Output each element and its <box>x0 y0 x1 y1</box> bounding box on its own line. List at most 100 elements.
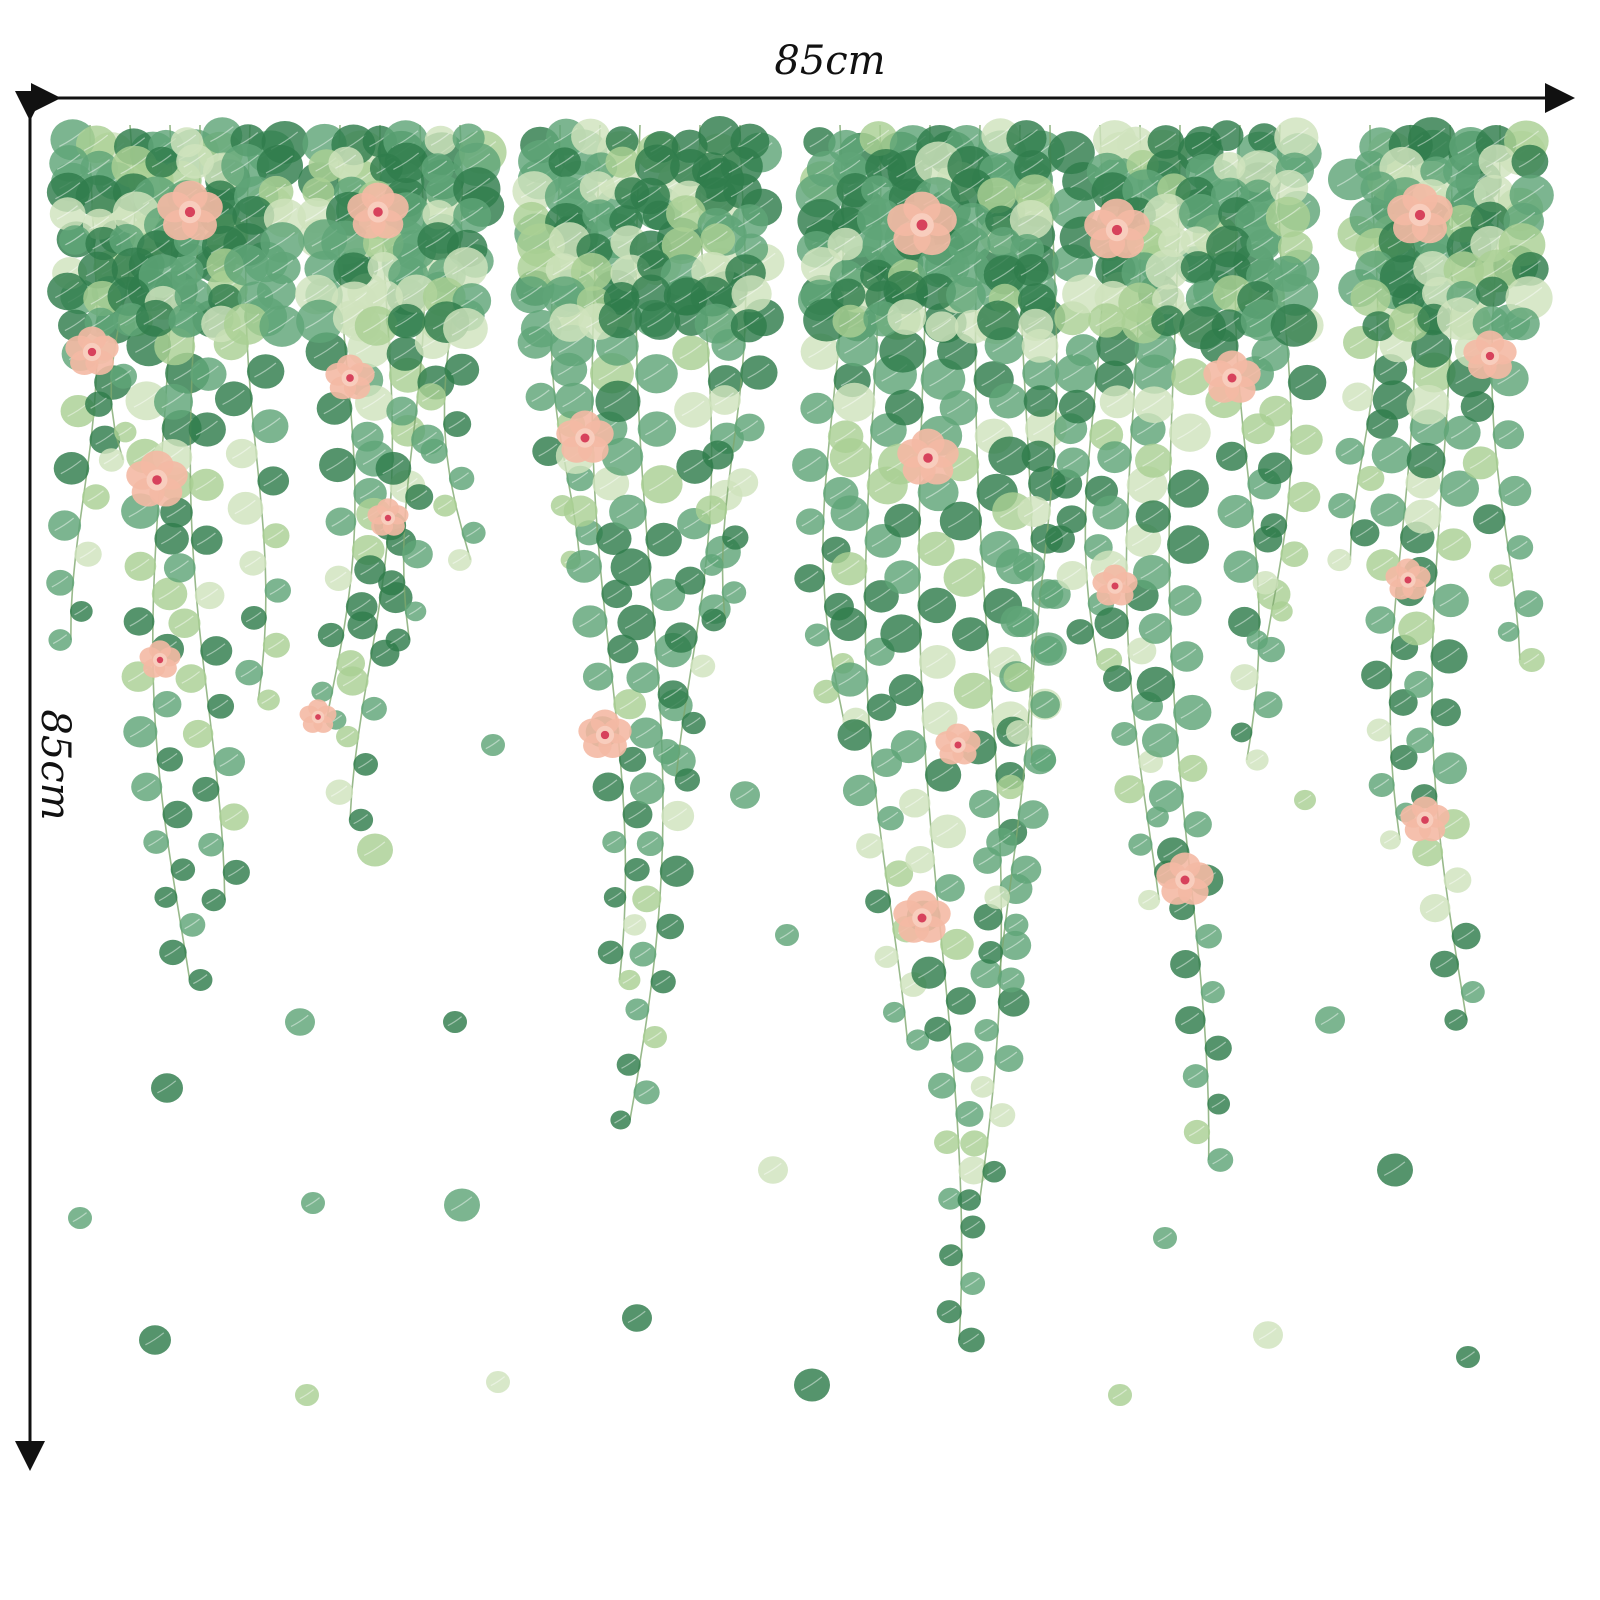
leaf-icon <box>525 382 557 411</box>
leaf-icon <box>939 390 978 426</box>
flower-icon <box>1463 330 1517 379</box>
leaf-icon <box>170 858 196 881</box>
leaf-icon <box>610 548 652 587</box>
leaf-icon <box>610 1110 631 1130</box>
leaf-icon <box>877 805 904 831</box>
leaf-icon <box>53 451 90 485</box>
leaf-icon <box>613 689 647 720</box>
leaf-icon <box>311 681 334 702</box>
leaf-icon <box>1058 389 1096 424</box>
leaf-icon <box>1022 356 1060 391</box>
leaf-icon <box>1398 611 1435 646</box>
fallen-leaf-icon <box>444 1188 480 1222</box>
leaf-icon <box>1228 606 1261 637</box>
leaf-icon <box>1492 420 1525 450</box>
fallen-leaf-icon <box>486 1370 510 1394</box>
leaf-icon <box>1167 469 1209 508</box>
leaf-icon <box>453 198 492 234</box>
leaf-icon <box>1412 837 1444 867</box>
leaf-icon <box>997 774 1024 800</box>
leaf-icon <box>1518 648 1545 672</box>
leaf-icon <box>1152 284 1185 315</box>
leaf-icon <box>970 959 1003 989</box>
leaf-icon <box>1009 200 1053 240</box>
flower-icon <box>1156 852 1214 905</box>
leaf-icon <box>1183 811 1212 838</box>
leaf-icon <box>884 860 914 887</box>
leaf-icon <box>256 273 297 310</box>
leaf-icon <box>1435 528 1472 561</box>
leaf-icon <box>1088 303 1126 338</box>
leaf-icon <box>887 299 927 336</box>
leaf-icon <box>1195 923 1222 949</box>
leaf-icon <box>645 522 682 557</box>
leaf-icon <box>837 719 872 751</box>
leaf-icon <box>978 941 1004 964</box>
leaf-icon <box>830 495 870 532</box>
leaf-icon <box>48 629 72 651</box>
leaf-icon <box>190 525 223 555</box>
leaf-icon <box>659 855 694 887</box>
leaf-icon <box>982 1160 1006 1183</box>
leaf-icon <box>657 680 689 709</box>
leaf-icon <box>59 225 92 255</box>
leaf-icon <box>974 1018 1000 1042</box>
leaf-icon <box>955 1101 984 1127</box>
leaf-icon <box>1478 144 1516 179</box>
flower-icon <box>1387 183 1453 244</box>
fallen-leaf-icon <box>295 1383 319 1407</box>
leaf-icon <box>1246 228 1281 261</box>
leaf-icon <box>49 197 86 231</box>
leaf-icon <box>152 690 182 718</box>
leaf-icon <box>997 987 1030 1017</box>
leaf-icon <box>1127 637 1157 665</box>
leaf-icon <box>730 309 767 343</box>
leaf-icon <box>1406 384 1450 425</box>
leaf-icon <box>1056 505 1087 534</box>
leaf-icon <box>354 555 386 585</box>
leaf-icon <box>1210 120 1244 152</box>
leaf-icon <box>1404 670 1434 698</box>
leaf-icon <box>603 886 627 908</box>
leaf-icon <box>572 605 608 638</box>
leaf-icon <box>246 354 285 389</box>
leaf-icon <box>1065 334 1101 367</box>
leaf-icon <box>1280 541 1309 568</box>
leaf-icon <box>1170 641 1204 672</box>
leaf-icon <box>804 623 830 647</box>
leaf-icon <box>425 175 462 209</box>
leaf-icon <box>213 747 246 777</box>
leaf-icon <box>443 307 488 350</box>
leaf-icon <box>582 662 614 691</box>
leaf-icon <box>387 303 426 339</box>
leaf-icon <box>262 632 290 658</box>
leaf-icon <box>1430 639 1468 674</box>
leaf-icon <box>123 607 155 636</box>
leaf-icon <box>1511 144 1549 179</box>
leaf-icon <box>1204 1035 1232 1061</box>
leaf-icon <box>731 275 772 313</box>
leaf-icon <box>986 827 1018 857</box>
leaf-icon <box>114 421 137 443</box>
leaf-icon <box>354 306 398 346</box>
leaf-icon <box>1436 297 1484 341</box>
leaf-icon <box>1133 555 1172 591</box>
leaf-icon <box>82 484 110 510</box>
leaf-icon <box>1230 664 1259 691</box>
leaf-icon <box>214 381 253 417</box>
leaf-icon <box>378 570 406 596</box>
leaf-icon <box>921 701 958 735</box>
leaf-icon <box>609 494 647 530</box>
leaf-icon <box>1404 499 1442 534</box>
leaf-icon <box>830 607 868 642</box>
leaf-icon <box>1419 894 1451 923</box>
leaf-icon <box>188 412 226 447</box>
leaf-icon <box>934 874 965 902</box>
leaf-icon <box>984 885 1010 910</box>
leaf-icon <box>1265 196 1311 238</box>
leaf-icon <box>1443 251 1485 289</box>
leaf-icon <box>880 614 923 653</box>
flower-icon <box>887 191 957 256</box>
leaf-icon <box>1473 504 1506 535</box>
leaf-icon <box>1506 535 1534 560</box>
